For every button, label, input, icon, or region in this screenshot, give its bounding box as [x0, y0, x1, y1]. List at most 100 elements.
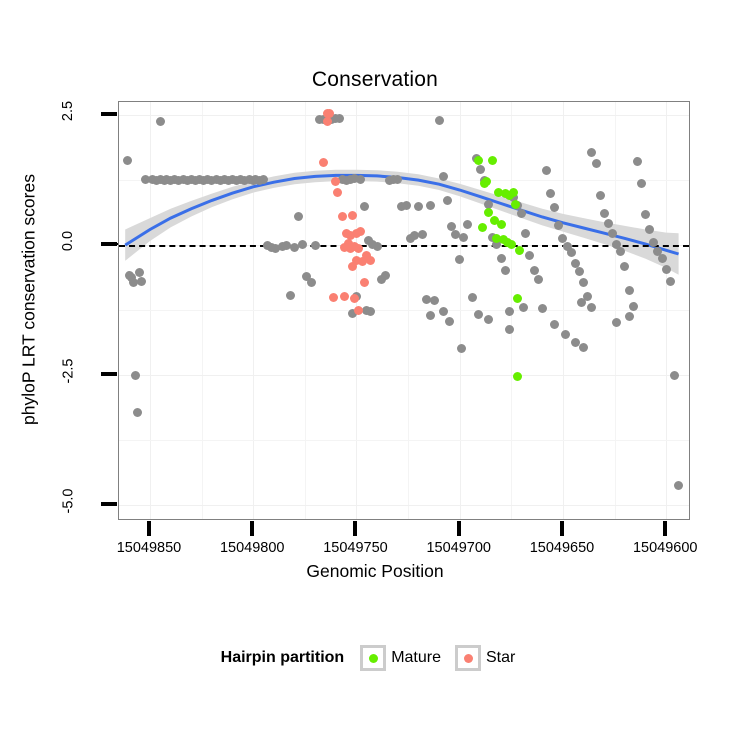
- data-point-other: [554, 221, 564, 231]
- data-point-other: [281, 240, 291, 250]
- data-point-other: [599, 209, 609, 219]
- x-axis-tick-label: 15049800: [219, 540, 285, 556]
- data-point-other: [669, 370, 679, 380]
- data-point-star: [360, 278, 370, 288]
- x-axis-tick: [250, 521, 255, 536]
- data-point-star: [351, 256, 361, 266]
- y-axis-tick-label-text: -2.5: [60, 358, 76, 384]
- data-point-other: [632, 157, 642, 167]
- gridline-horizontal: [119, 505, 689, 507]
- data-point-other: [155, 116, 165, 126]
- data-point-other: [645, 225, 655, 235]
- data-point-other: [550, 202, 560, 212]
- data-point-other: [579, 342, 589, 352]
- data-point-other: [347, 309, 357, 319]
- data-point-other: [574, 266, 584, 276]
- data-point-other: [641, 210, 651, 220]
- data-point-other: [519, 303, 529, 313]
- data-point-mature: [473, 156, 483, 166]
- data-point-other: [570, 258, 580, 268]
- data-point-other: [438, 307, 448, 317]
- data-point-mature: [513, 293, 523, 303]
- legend-item-star[interactable]: Star: [455, 645, 515, 671]
- data-point-other: [451, 230, 461, 240]
- data-point-star: [354, 305, 364, 315]
- gridline-horizontal: [119, 375, 689, 377]
- data-point-other: [426, 200, 436, 210]
- data-point-other: [603, 218, 613, 228]
- data-point-mature: [506, 239, 516, 249]
- data-point-star: [329, 292, 339, 302]
- data-point-other: [579, 278, 589, 288]
- data-point-mature: [513, 371, 523, 381]
- data-point-other: [533, 274, 543, 284]
- plot-panel: [118, 101, 690, 520]
- x-axis-title: Genomic Position: [306, 561, 444, 581]
- data-point-other: [566, 248, 576, 258]
- data-point-other: [438, 171, 448, 181]
- legend-key-swatch: [360, 645, 387, 671]
- data-point-other: [459, 232, 469, 242]
- data-point-star: [318, 158, 328, 168]
- data-point-other: [577, 297, 587, 307]
- data-point-other: [492, 239, 502, 249]
- gridline-horizontal-minor: [119, 440, 689, 442]
- data-point-other: [418, 230, 428, 240]
- y-axis-tick-label-text: 0.0: [59, 231, 76, 252]
- data-point-other: [141, 174, 151, 184]
- data-point-other: [434, 115, 444, 125]
- data-point-mature: [488, 156, 498, 166]
- data-point-other: [628, 302, 638, 312]
- data-point-other: [259, 175, 269, 185]
- data-point-other: [298, 239, 308, 249]
- data-point-mature: [496, 219, 506, 229]
- data-point-other: [496, 253, 506, 263]
- data-point-other: [562, 242, 572, 252]
- x-axis-tick-label: 15049750: [323, 540, 388, 556]
- smooth-fit-overlay: [124, 169, 680, 275]
- x-axis-tick-label: 15049700: [426, 540, 491, 556]
- y-axis-tick-label: -5.0: [38, 489, 98, 514]
- data-point-other: [463, 219, 473, 229]
- data-point-other: [405, 234, 415, 244]
- data-point-star: [362, 251, 372, 261]
- data-point-other: [122, 156, 132, 166]
- y-axis-tick: [101, 112, 117, 116]
- data-point-mature: [482, 177, 492, 187]
- data-point-other: [558, 234, 568, 244]
- data-point-other: [550, 319, 560, 329]
- y-axis-title-label: phyloP LRT conservation scores: [18, 174, 39, 425]
- data-point-mature: [490, 215, 500, 225]
- y-axis-tick: [101, 372, 117, 377]
- data-point-other: [657, 253, 667, 263]
- data-point-star: [331, 177, 341, 187]
- gridline-horizontal-minor: [119, 310, 689, 312]
- data-point-other: [444, 316, 454, 326]
- data-point-mature: [515, 245, 525, 255]
- data-point-other: [349, 174, 359, 183]
- legend-label: Mature: [391, 649, 441, 666]
- data-point-other: [653, 246, 663, 256]
- data-point-other: [426, 311, 436, 321]
- data-point-mature: [494, 187, 504, 197]
- data-point-mature: [508, 187, 518, 197]
- data-point-other: [484, 200, 494, 210]
- data-point-other: [649, 238, 659, 248]
- data-point-other: [362, 305, 372, 315]
- data-point-other: [541, 165, 551, 175]
- legend-items: Mature Star: [360, 645, 529, 671]
- legend-item-mature[interactable]: Mature: [360, 645, 441, 671]
- legend-dot-icon: [368, 653, 378, 663]
- data-point-other: [285, 290, 295, 300]
- data-point-other: [636, 179, 646, 189]
- data-point-star: [339, 291, 349, 301]
- x-axis-tick-label: 15049850: [116, 540, 182, 556]
- data-point-other: [504, 307, 514, 317]
- data-point-other: [133, 408, 143, 418]
- confidence-band: [125, 169, 679, 275]
- y-axis-tick: [101, 502, 117, 507]
- smooth-trend-line: [124, 173, 680, 256]
- data-point-other: [366, 307, 376, 317]
- data-point-mature: [477, 222, 487, 232]
- data-point-other: [310, 240, 320, 250]
